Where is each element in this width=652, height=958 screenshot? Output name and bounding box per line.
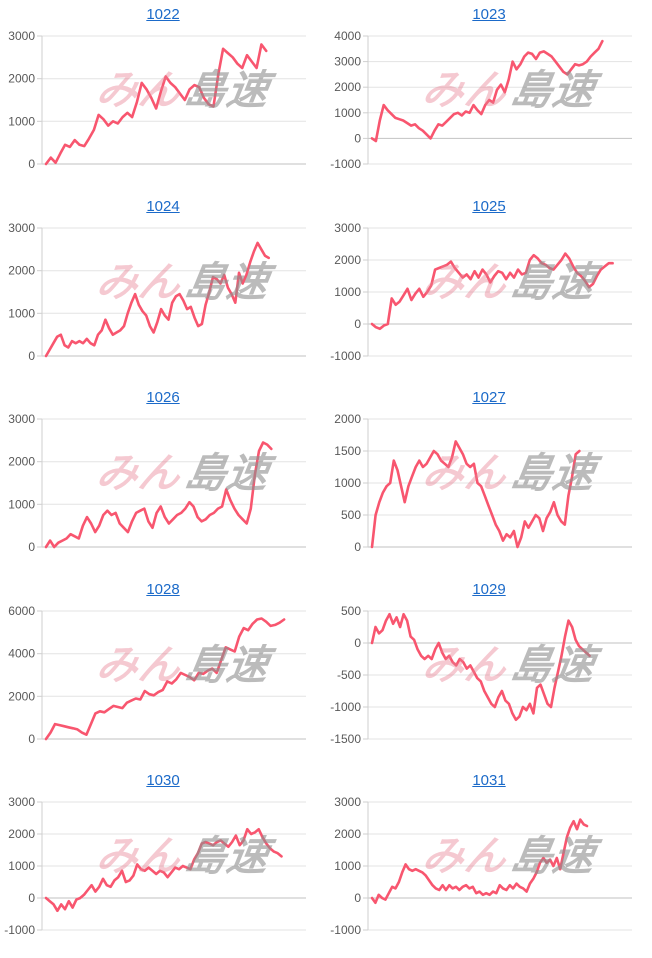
svg-text:0: 0 <box>28 349 35 363</box>
svg-text:2000: 2000 <box>8 263 35 277</box>
svg-text:3000: 3000 <box>334 55 361 69</box>
svg-text:1000: 1000 <box>334 859 361 873</box>
svg-text:2000: 2000 <box>8 689 35 703</box>
chart-title-link[interactable]: 1027 <box>472 389 506 407</box>
chart-cell-1022: 1022 0 1000 2000 3000 みん島速 <box>0 0 326 192</box>
svg-text:2000: 2000 <box>334 253 361 267</box>
svg-text:0: 0 <box>354 540 361 554</box>
svg-text:500: 500 <box>341 508 361 522</box>
line-chart-svg: -1000 0 1000 2000 3000 <box>330 221 632 363</box>
svg-text:1000: 1000 <box>8 306 35 320</box>
svg-text:2000: 2000 <box>334 827 361 841</box>
line-chart-svg: -1500 -1000 -500 0 500 <box>330 604 632 746</box>
chart-cell-1023: 1023 -1000 0 1000 2000 3000 4000 みん島速 <box>326 0 652 192</box>
chart-cell-1025: 1025 -1000 0 1000 2000 3000 みん島速 <box>326 192 652 384</box>
svg-text:1500: 1500 <box>334 444 361 458</box>
svg-text:1000: 1000 <box>8 497 35 511</box>
chart-cell-1024: 1024 0 1000 2000 3000 みん島速 <box>0 192 326 384</box>
svg-text:1000: 1000 <box>334 106 361 120</box>
svg-text:0: 0 <box>354 131 361 145</box>
line-chart-svg: 0 1000 2000 3000 <box>8 221 306 363</box>
svg-text:0: 0 <box>28 540 35 554</box>
svg-text:1000: 1000 <box>8 114 35 128</box>
chart-title-link[interactable]: 1026 <box>146 389 180 407</box>
svg-text:3000: 3000 <box>334 221 361 235</box>
svg-text:3000: 3000 <box>8 221 35 235</box>
svg-text:1000: 1000 <box>334 476 361 490</box>
chart-cell-1031: 1031 -1000 0 1000 2000 3000 みん島速 <box>326 766 652 958</box>
svg-text:-1000: -1000 <box>330 923 361 937</box>
svg-text:2000: 2000 <box>334 80 361 94</box>
svg-text:2000: 2000 <box>334 412 361 426</box>
chart-title-link[interactable]: 1022 <box>146 6 180 23</box>
chart-cell-1028: 1028 0 2000 4000 6000 みん島速 <box>0 575 326 767</box>
svg-text:4000: 4000 <box>8 646 35 660</box>
svg-text:-1500: -1500 <box>330 732 361 746</box>
svg-text:2000: 2000 <box>8 827 35 841</box>
chart-title-link[interactable]: 1031 <box>472 772 506 790</box>
line-chart-svg: -1000 0 1000 2000 3000 4000 <box>330 29 632 171</box>
chart-cell-1027: 1027 0 500 1000 1500 2000 みん島速 <box>326 383 652 575</box>
chart-title-link[interactable]: 1023 <box>472 6 506 23</box>
chart-cell-1026: 1026 0 1000 2000 3000 みん島速 <box>0 383 326 575</box>
svg-text:0: 0 <box>354 891 361 905</box>
svg-text:-1000: -1000 <box>4 923 35 937</box>
svg-text:0: 0 <box>28 891 35 905</box>
chart-cell-1029: 1029 -1500 -1000 -500 0 500 みん島速 <box>326 575 652 767</box>
svg-text:3000: 3000 <box>334 795 361 809</box>
svg-text:0: 0 <box>354 636 361 650</box>
svg-text:2000: 2000 <box>8 455 35 469</box>
svg-text:1000: 1000 <box>8 859 35 873</box>
svg-text:-500: -500 <box>337 668 361 682</box>
svg-text:500: 500 <box>341 604 361 618</box>
svg-text:2000: 2000 <box>8 72 35 86</box>
svg-text:3000: 3000 <box>8 795 35 809</box>
line-chart-svg: 0 500 1000 1500 2000 <box>334 412 632 554</box>
line-chart-svg: 0 1000 2000 3000 <box>8 29 306 171</box>
chart-title-link[interactable]: 1030 <box>146 772 180 790</box>
svg-text:1000: 1000 <box>334 285 361 299</box>
chart-cell-1030: 1030 -1000 0 1000 2000 3000 みん島速 <box>0 766 326 958</box>
line-chart-svg: -1000 0 1000 2000 3000 <box>330 795 632 937</box>
svg-text:0: 0 <box>28 157 35 171</box>
chart-title-link[interactable]: 1024 <box>146 197 180 215</box>
svg-text:4000: 4000 <box>334 29 361 43</box>
chart-title-link[interactable]: 1028 <box>146 580 180 598</box>
svg-text:0: 0 <box>354 317 361 331</box>
line-chart-svg: -1000 0 1000 2000 3000 <box>4 795 306 937</box>
svg-text:-1000: -1000 <box>330 700 361 714</box>
svg-text:3000: 3000 <box>8 412 35 426</box>
chart-title-link[interactable]: 1025 <box>472 197 506 215</box>
svg-text:0: 0 <box>28 732 35 746</box>
svg-text:-1000: -1000 <box>330 157 361 171</box>
line-chart-svg: 0 2000 4000 6000 <box>8 604 306 746</box>
line-chart-svg: 0 1000 2000 3000 <box>8 412 306 554</box>
svg-text:-1000: -1000 <box>330 349 361 363</box>
chart-title-link[interactable]: 1029 <box>472 580 506 598</box>
svg-text:3000: 3000 <box>8 29 35 43</box>
svg-text:6000: 6000 <box>8 604 35 618</box>
